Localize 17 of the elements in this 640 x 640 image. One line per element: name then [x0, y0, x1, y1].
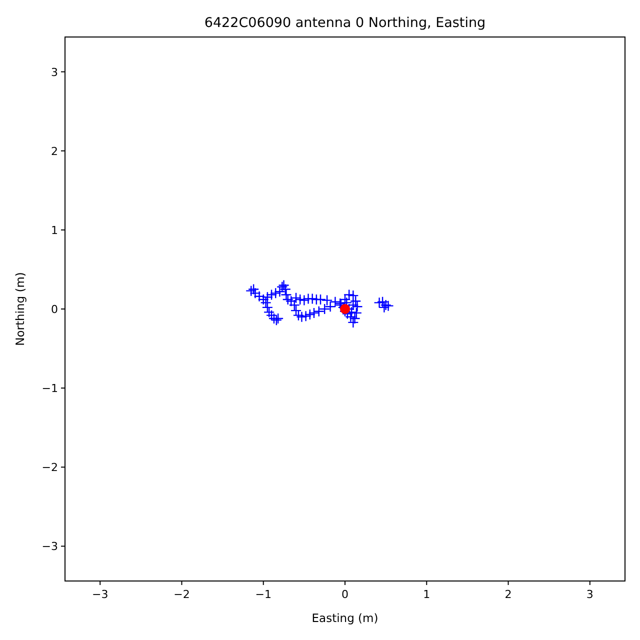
x-tick-label: 1: [423, 588, 430, 601]
y-tick-label: 3: [51, 66, 58, 79]
y-tick-label: 1: [51, 224, 58, 237]
y-tick-label: −3: [42, 540, 58, 554]
x-tick-label: 0: [342, 588, 348, 601]
y-tick-label: 0: [51, 303, 58, 316]
y-axis-title: Northing (m): [13, 272, 27, 346]
x-tick-label: −2: [174, 588, 190, 601]
y-tick-label: −2: [42, 461, 58, 474]
x-axis-title: Easting (m): [312, 611, 378, 625]
y-tick-label: 2: [51, 144, 58, 158]
x-tick-label: −1: [255, 588, 272, 601]
x-tick-label: 2: [504, 588, 512, 601]
y-tick-label: −1: [42, 382, 58, 396]
x-tick-label: −3: [92, 588, 108, 601]
x-tick-label: 3: [586, 588, 594, 601]
chart-title: 6422C06090 antenna 0 Northing, Easting: [204, 15, 486, 31]
